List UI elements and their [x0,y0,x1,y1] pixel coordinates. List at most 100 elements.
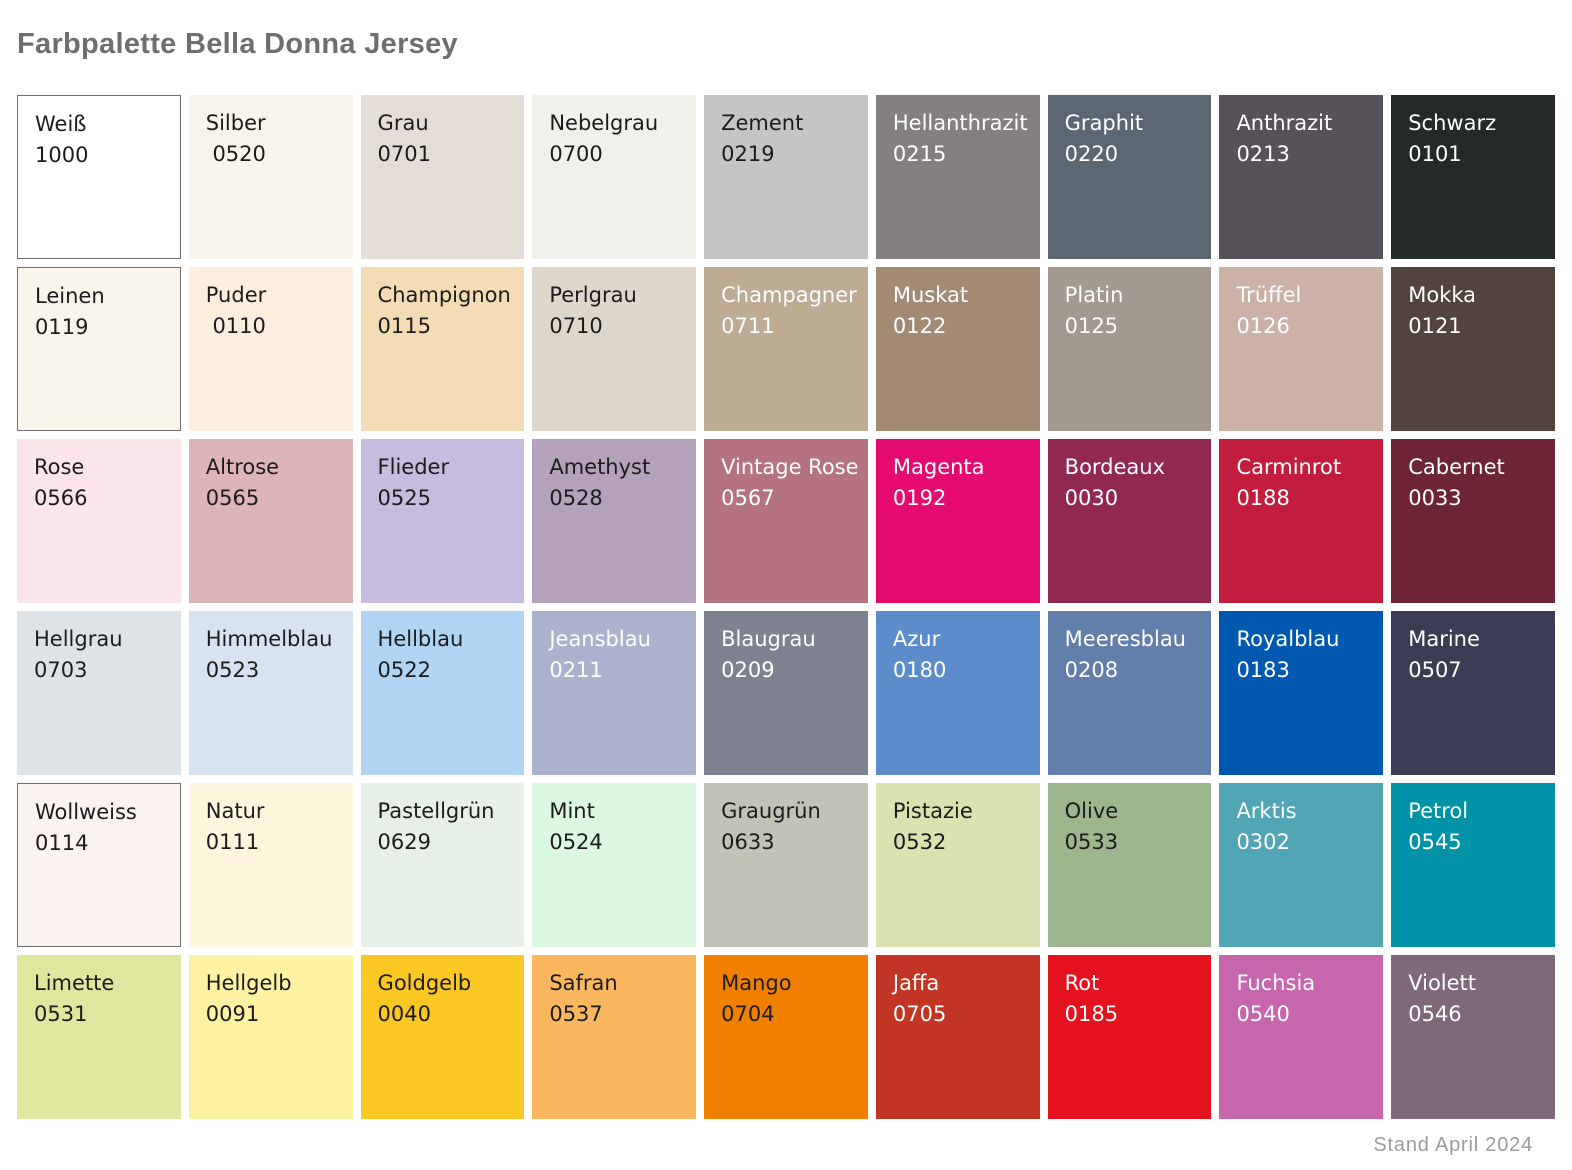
swatch-name: Flieder [377,455,450,479]
color-swatch-himmelblau: Himmelblau 0523 [188,611,353,775]
color-swatch-olive: Olive 0533 [1047,783,1212,947]
swatch-number: 0704 [721,1002,775,1026]
swatch-number: 0122 [892,314,947,338]
swatch-number: 0121 [1408,314,1462,338]
color-swatch-graphit: Graphit 0220 [1047,95,1212,259]
color-swatch-platin: Platin 0125 [1047,267,1212,431]
color-swatch-limette: Limette 0531 [17,955,181,1119]
color-swatch-jeansblau: Jeansblau 0211 [532,611,697,775]
swatch-number: 0033 [1408,486,1462,510]
swatch-name: Meeresblau [1064,627,1186,651]
color-swatch-marine: Marine 0507 [1391,611,1555,775]
color-swatch-cabernet: Cabernet 0033 [1391,439,1555,603]
swatch-name: Schwarz [1408,111,1497,135]
color-swatch-rose: Rose 0566 [17,439,181,603]
swatch-name: Anthrazit [1236,111,1333,135]
swatch-number: 0126 [1236,314,1290,338]
color-swatch-puder: Puder 0110 [188,267,353,431]
color-swatch-safran: Safran 0537 [532,955,697,1119]
color-swatch-magenta: Magenta 0192 [875,439,1040,603]
color-swatch-mango: Mango 0704 [704,955,868,1119]
color-swatch-nebelgrau: Nebelgrau 0700 [532,95,697,259]
swatch-number: 0208 [1064,658,1119,682]
color-swatch-mokka: Mokka 0121 [1391,267,1555,431]
swatch-name: Arktis [1236,799,1297,823]
swatch-name: Blaugrau [721,627,816,651]
swatch-number: 0520 [205,142,266,166]
swatch-number: 0185 [1064,1002,1119,1026]
color-swatch-champignon: Champignon 0115 [360,267,525,431]
color-swatch-petrol: Petrol 0545 [1391,783,1555,947]
swatch-number: 0209 [721,658,775,682]
swatch-number: 0546 [1408,1002,1462,1026]
swatch-name: Vintage Rose [721,455,859,479]
swatch-name: Weiß [35,112,87,136]
swatch-name: Petrol [1408,799,1469,823]
swatch-number: 0211 [549,658,603,682]
color-swatch-jaffa: Jaffa 0705 [875,955,1040,1119]
swatch-name: Olive [1064,799,1119,823]
swatch-name: Carminrot [1236,455,1342,479]
swatch-number: 0125 [1064,314,1119,338]
color-swatch-meeresblau: Meeresblau 0208 [1047,611,1212,775]
swatch-number: 0525 [377,486,431,510]
swatch-number: 0115 [377,314,431,338]
color-swatch-amethyst: Amethyst 0528 [532,439,697,603]
color-swatch-leinen: Leinen 0119 [17,267,181,431]
swatch-name: Safran [549,971,618,995]
swatch-name: Cabernet [1408,455,1505,479]
swatch-name: Graphit [1064,111,1144,135]
swatch-number: 0700 [549,142,603,166]
swatch-number: 0213 [1236,142,1290,166]
swatch-number: 0531 [34,1002,88,1026]
swatch-name: Leinen [35,284,105,308]
swatch-name: Champignon [377,283,511,307]
swatch-number: 0540 [1236,1002,1290,1026]
swatch-number: 0532 [892,830,947,854]
swatch-name: Hellgrau [34,627,123,651]
swatch-number: 0215 [892,142,947,166]
color-swatch-graugrun: Graugrün 0633 [704,783,868,947]
color-swatch-vintage-rose: Vintage Rose 0567 [704,439,868,603]
swatch-number: 0192 [892,486,947,510]
swatch-name: Goldgelb [377,971,472,995]
swatch-name: Hellanthrazit [892,111,1028,135]
swatch-name: Perlgrau [549,283,637,307]
swatch-number: 0533 [1064,830,1119,854]
color-swatch-silber: Silber 0520 [188,95,353,259]
swatch-number: 0545 [1408,830,1462,854]
swatch-number: 0302 [1236,830,1290,854]
color-swatch-mint: Mint 0524 [532,783,697,947]
swatch-number: 0567 [721,486,775,510]
swatch-name: Graugrün [721,799,821,823]
swatch-name: Hellblau [377,627,464,651]
swatch-number: 0711 [721,314,775,338]
swatch-number: 0566 [34,486,88,510]
color-swatch-flieder: Flieder 0525 [360,439,525,603]
swatch-name: Fuchsia [1236,971,1316,995]
swatch-number: 0114 [35,831,89,855]
swatch-number: 1000 [35,143,89,167]
swatch-number: 0119 [35,315,89,339]
color-swatch-carminrot: Carminrot 0188 [1219,439,1384,603]
swatch-number: 0528 [549,486,603,510]
color-swatch-hellgrau: Hellgrau 0703 [17,611,181,775]
swatch-name: Natur [205,799,265,823]
swatch-name: Royalblau [1236,627,1340,651]
color-swatch-grau: Grau 0701 [360,95,525,259]
swatch-number: 0110 [205,314,266,338]
color-swatch-pastellgrun: Pastellgrün 0629 [360,783,525,947]
swatch-name: Limette [34,971,115,995]
swatch-number: 0701 [377,142,431,166]
swatch-number: 0188 [1236,486,1290,510]
color-swatch-pistazie: Pistazie 0532 [875,783,1040,947]
color-swatch-violett: Violett 0546 [1391,955,1555,1119]
swatch-number: 0710 [549,314,603,338]
swatch-number: 0522 [377,658,431,682]
swatch-number: 0705 [892,1002,947,1026]
swatch-name: Magenta [892,455,985,479]
swatch-number: 0565 [205,486,260,510]
swatch-number: 0220 [1064,142,1119,166]
color-swatch-royalblau: Royalblau 0183 [1219,611,1384,775]
color-swatch-blaugrau: Blaugrau 0209 [704,611,868,775]
